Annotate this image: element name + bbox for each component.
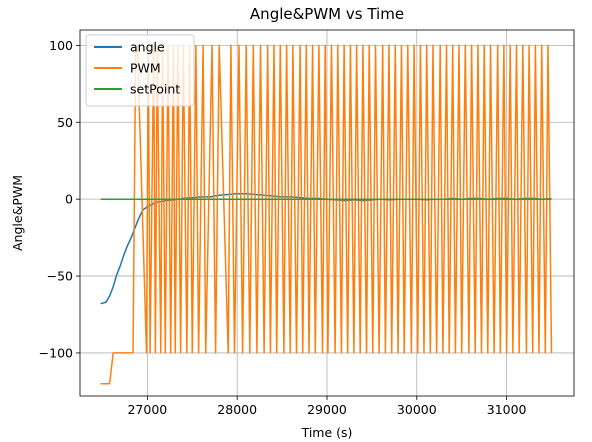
- x-tick-label: 27000: [127, 402, 167, 417]
- x-tick-label: 30000: [397, 402, 437, 417]
- series-group: [100, 44, 553, 385]
- legend-label: PWM: [130, 61, 161, 76]
- legend-label: setPoint: [130, 82, 180, 97]
- ticks: 27000 28000 29000 30000 31000 −100 −50 0 50 100: [39, 38, 527, 417]
- y-axis-label: Angle&PWM: [10, 175, 25, 251]
- y-tick-label: 0: [65, 192, 73, 207]
- x-axis-label: Time (s): [301, 425, 353, 440]
- y-tick-label: 50: [57, 115, 73, 130]
- chart-title: Angle&PWM vs Time: [250, 5, 404, 23]
- y-tick-label: 100: [49, 38, 73, 53]
- y-tick-label: −100: [39, 345, 73, 360]
- x-tick-label: 31000: [487, 402, 527, 417]
- x-tick-label: 28000: [217, 402, 257, 417]
- legend: angle PWM setPoint: [85, 34, 195, 107]
- series-pwm-line: [100, 44, 553, 385]
- legend-label: angle: [130, 40, 165, 55]
- y-tick-label: −50: [47, 269, 73, 284]
- x-tick-label: 29000: [307, 402, 347, 417]
